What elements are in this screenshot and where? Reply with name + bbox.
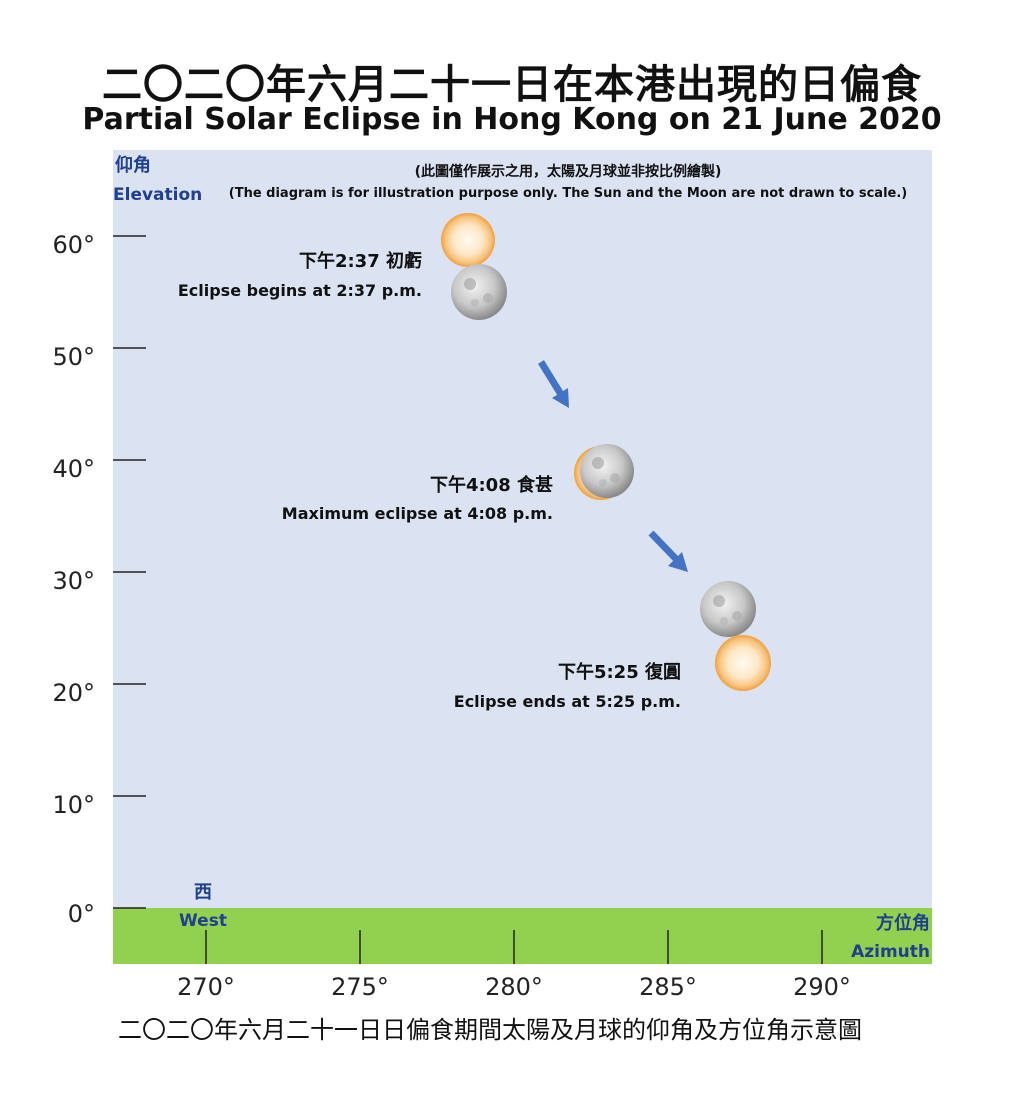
moon-icon bbox=[580, 444, 634, 498]
x-axis-label-chinese: 方位角 bbox=[876, 912, 930, 934]
event-text-english: Eclipse ends at 5:25 p.m. bbox=[454, 692, 681, 711]
event-time-chinese: 下午2:37 初虧 bbox=[299, 250, 422, 272]
event-text-english: Eclipse begins at 2:37 p.m. bbox=[178, 281, 422, 300]
arrow-down-right-icon bbox=[538, 360, 569, 408]
x-tick-label: 285° bbox=[639, 973, 697, 1001]
x-tick-label: 270° bbox=[177, 973, 235, 1001]
event-text-english: Maximum eclipse at 4:08 p.m. bbox=[282, 504, 553, 523]
sun-icon bbox=[715, 635, 771, 691]
y-axis-label-chinese: 仰角 bbox=[115, 154, 151, 176]
arrow-down-right-icon bbox=[648, 530, 688, 572]
x-tick-label: 280° bbox=[485, 973, 543, 1001]
sun-icon bbox=[441, 213, 495, 267]
moon-icon bbox=[700, 581, 756, 637]
ground-area bbox=[113, 908, 932, 964]
title-chinese: 二〇二〇年六月二十一日在本港出現的日偏食 bbox=[102, 62, 922, 108]
y-tick-label: 40° bbox=[52, 455, 95, 483]
y-axis-label-english: Elevation bbox=[113, 185, 202, 205]
y-axis-ticks bbox=[113, 235, 146, 909]
x-tick-label: 275° bbox=[331, 973, 389, 1001]
event-time-chinese: 下午5:25 復圓 bbox=[558, 661, 681, 683]
y-tick-label: 60° bbox=[52, 231, 95, 259]
y-tick-label: 20° bbox=[52, 679, 95, 707]
figure-caption: 二〇二〇年六月二十一日日偏食期間太陽及月球的仰角及方位角示意圖 bbox=[118, 1016, 862, 1044]
y-tick-label: 30° bbox=[52, 567, 95, 595]
moon-icon bbox=[451, 264, 507, 320]
event-time-chinese: 下午4:08 食甚 bbox=[430, 474, 553, 496]
x-axis-ticks bbox=[205, 930, 823, 964]
west-label-english: West bbox=[179, 911, 227, 931]
y-tick-label: 0° bbox=[68, 900, 95, 928]
west-label-chinese: 西 bbox=[194, 882, 212, 903]
title-english: Partial Solar Eclipse in Hong Kong on 21… bbox=[82, 102, 942, 137]
illustration-note-english: (The diagram is for illustration purpose… bbox=[229, 186, 907, 201]
y-tick-label: 50° bbox=[52, 343, 95, 371]
y-tick-label: 10° bbox=[52, 791, 95, 819]
illustration-note-chinese: (此圖僅作展示之用，太陽及月球並非按比例繪製) bbox=[415, 163, 722, 180]
x-axis-label-english: Azimuth bbox=[851, 942, 930, 962]
x-tick-label: 290° bbox=[793, 973, 851, 1001]
sky-area bbox=[113, 150, 932, 908]
